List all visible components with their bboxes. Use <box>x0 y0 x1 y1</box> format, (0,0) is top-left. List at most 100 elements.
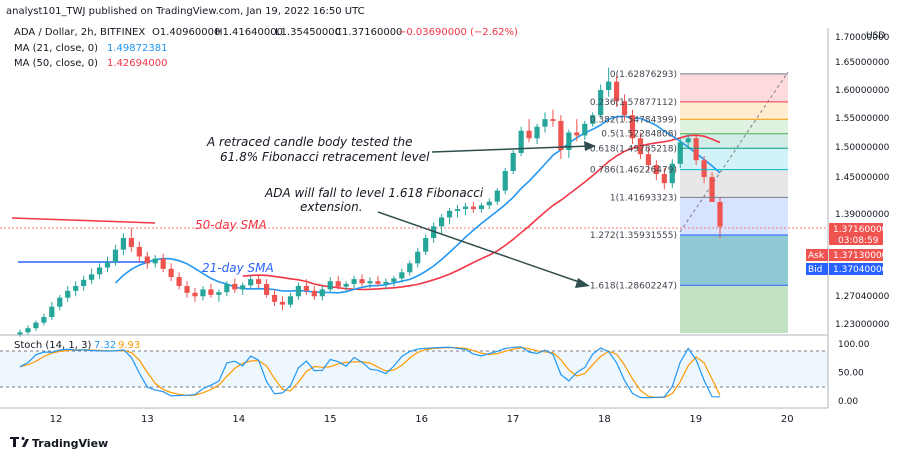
candle-body <box>335 281 341 287</box>
ma21-line <box>114 115 721 294</box>
price-tick-label: 1.60000000 <box>835 86 890 96</box>
price-tick-label: 1.70000000 <box>835 33 890 43</box>
fib-zone <box>680 119 788 134</box>
candle-body <box>263 283 270 295</box>
candle-body <box>160 258 166 269</box>
usd-label: USD <box>866 31 885 41</box>
candle-body <box>613 81 620 102</box>
candle-body <box>550 119 556 121</box>
candle-body <box>81 279 87 286</box>
candle-body <box>431 226 437 238</box>
candle-body <box>701 160 707 177</box>
candle-body <box>399 272 405 279</box>
candle-body <box>351 279 357 284</box>
candle-body <box>200 289 206 297</box>
candle-body <box>104 261 111 268</box>
time-tick-label: 20 <box>781 414 794 425</box>
candle-body <box>303 285 309 291</box>
time-tick-label: 12 <box>50 414 63 425</box>
candle-body <box>65 290 71 298</box>
last-price-tag-bg <box>829 223 883 245</box>
stoch-axis: 100.00 50.00 0.00 <box>838 340 870 407</box>
annotation-arrows <box>377 141 596 288</box>
stoch-k-value: 7.32 <box>94 340 116 351</box>
candle-body <box>152 258 158 264</box>
tradingview-logo: TradingView <box>10 437 108 450</box>
time-tick-label: 19 <box>689 414 702 425</box>
candle-body <box>693 138 699 161</box>
candle-body <box>216 292 222 295</box>
candle-body <box>224 283 230 293</box>
fib-level-label: 1.272(1.35931555) <box>590 231 677 241</box>
candle-body <box>144 256 150 264</box>
stoch-tick-label: 50.00 <box>838 369 864 379</box>
candle-body <box>494 190 500 202</box>
retrace-arrow-line <box>431 145 591 153</box>
price-axis: 1.70000000 1.65000000 1.60000000 1.55000000… <box>835 33 890 330</box>
candle-body <box>574 132 580 136</box>
fib-level-label: 0.382(1.54784399) <box>590 115 677 125</box>
stoch-d-value: 9.93 <box>118 340 140 351</box>
fib-zone <box>680 235 788 286</box>
fib-level-label: 0.5(1.52284808) <box>601 130 677 140</box>
annotation-retrace-line2: 61.8% Fibonacci retracement level <box>220 150 430 164</box>
ohlc-low: L1.35450000 <box>275 27 341 38</box>
stoch-band <box>0 351 828 387</box>
ma21-legend-label: MA (21, close, 0) <box>14 43 98 54</box>
time-axis[interactable]: 12 13 14 15 16 17 18 19 20 <box>50 414 794 425</box>
candle-body <box>128 237 134 247</box>
candle-body <box>653 165 659 174</box>
candle-body <box>73 285 79 291</box>
candle-body <box>375 281 381 284</box>
time-tick-label: 16 <box>415 414 428 425</box>
ma50-legend-label: MA (50, close, 0) <box>14 58 98 69</box>
candle-body <box>248 279 254 286</box>
ask-tag: Ask 1.37130000 <box>806 249 888 261</box>
time-tick-label: 13 <box>141 414 154 425</box>
fib-extension-zone <box>680 285 788 333</box>
time-tick-label: 15 <box>324 414 337 425</box>
candle-body <box>534 126 540 139</box>
fib-level-label: 0(1.62876293) <box>610 70 677 80</box>
tv-logo-dot <box>21 437 25 440</box>
candles-group <box>17 67 723 337</box>
fib-extension-zone <box>680 235 788 286</box>
ask-label-bg <box>806 249 828 261</box>
fibonacci-zones <box>680 73 788 333</box>
stoch-tick-label: 0.00 <box>838 397 858 407</box>
ohlc-open: O1.40960000 <box>152 27 220 38</box>
price-tick-label: 1.23000000 <box>835 320 890 330</box>
candle-body <box>319 289 325 297</box>
candle-body <box>438 217 445 227</box>
fib-zone <box>680 73 788 102</box>
annotation-retrace-line1: A retraced candle body tested the <box>206 135 413 149</box>
candle-body <box>271 294 278 302</box>
fall-arrow-head <box>575 278 590 288</box>
candle-body <box>184 285 190 293</box>
last-price-value: 1.37160000 <box>833 225 888 235</box>
countdown-value: 03:08:59 <box>838 236 879 246</box>
price-tick-label: 1.50000000 <box>835 143 890 153</box>
candle-body <box>391 278 397 282</box>
symbol-label: ADA / Dollar, 2h, BITFINEX <box>14 27 145 38</box>
candle-body <box>526 130 532 139</box>
candle-body <box>136 246 142 257</box>
price-tick-label: 1.55000000 <box>835 114 890 124</box>
candle-body <box>685 138 691 143</box>
ask-value: 1.37130000 <box>833 251 888 261</box>
tv-logo-mark <box>10 437 19 447</box>
candle-body <box>327 281 333 290</box>
fib-zone <box>680 101 788 120</box>
candle-body <box>88 274 95 280</box>
fib-zone <box>680 148 788 170</box>
candle-body <box>582 123 588 136</box>
publish-line: analyst101_TWJ published on TradingView.… <box>6 6 365 17</box>
candle-body <box>446 210 453 218</box>
ma21-legend-value: 1.49872381 <box>107 43 167 54</box>
stoch-legend: Stoch (14, 1, 3) 7.32 9.93 <box>14 340 140 351</box>
candle-body <box>287 296 294 305</box>
legend: analyst101_TWJ published on TradingView.… <box>6 6 518 69</box>
candle-body <box>669 163 675 184</box>
